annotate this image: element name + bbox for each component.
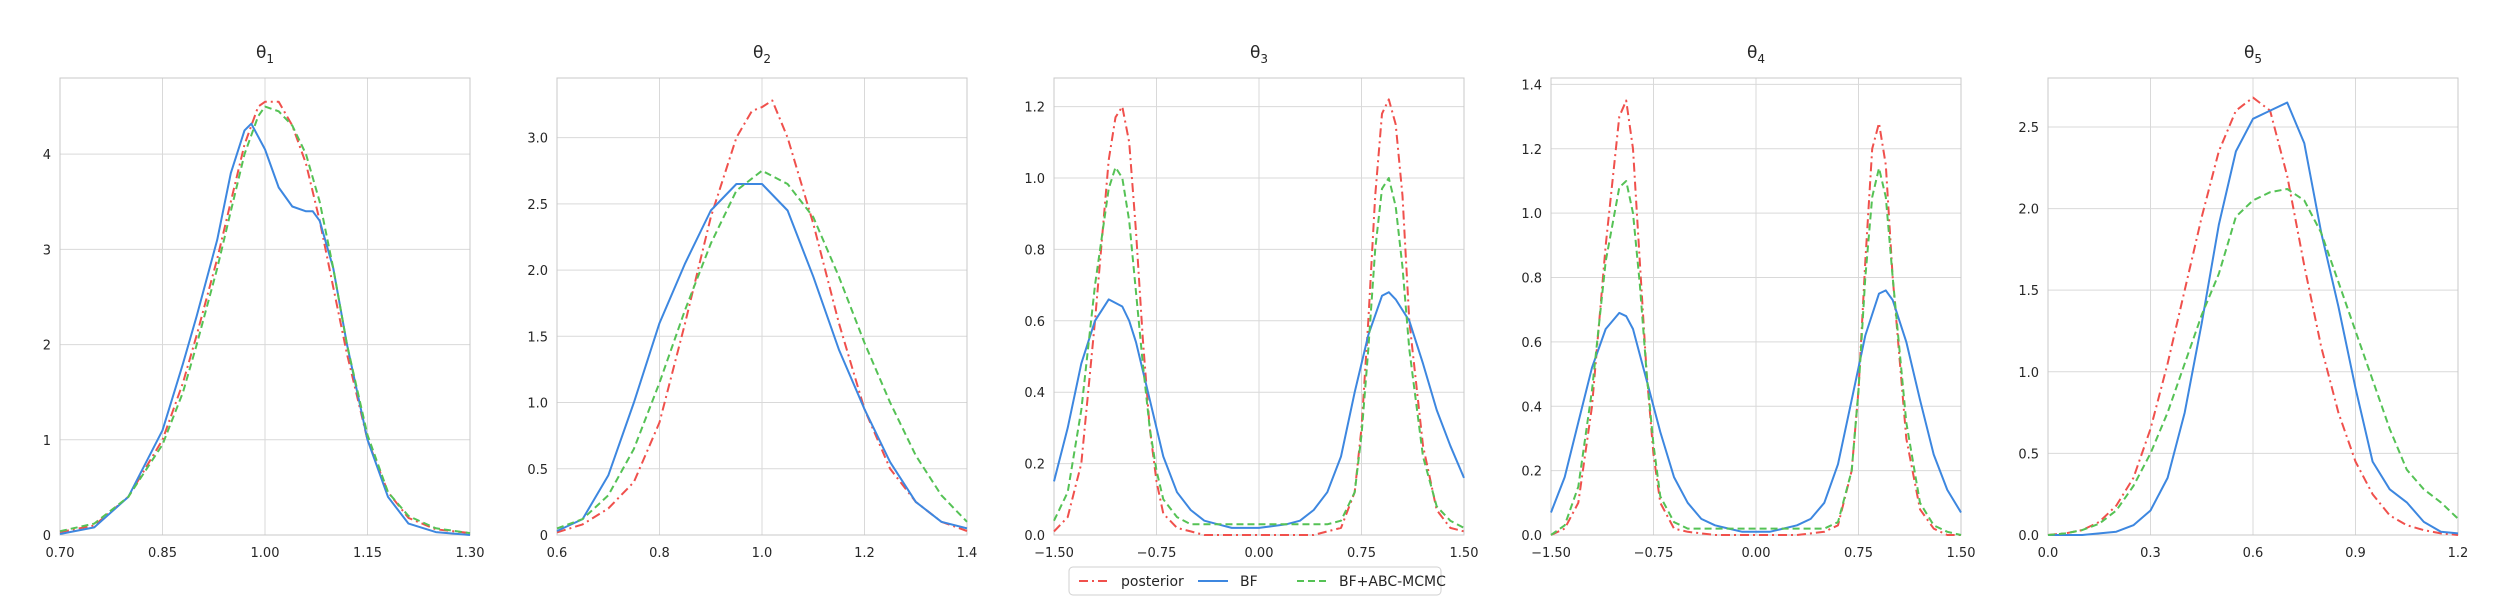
legend-label: BF+ABC-MCMC — [1339, 574, 1446, 590]
y-tick-label: 0.0 — [1521, 529, 1542, 544]
legend: posterior BF BF+ABC-MCMC — [1068, 566, 1446, 596]
y-tick-label: 1.0 — [1024, 172, 1045, 187]
y-tick-label: 0.6 — [1521, 336, 1542, 351]
series-line-bf — [1053, 291, 1465, 529]
y-tick-label: 2.0 — [527, 264, 548, 279]
subplot-title: θ5 — [2244, 43, 2262, 66]
subplot-title: θ3 — [1250, 43, 1268, 66]
y-tick-label: 1.2 — [1521, 143, 1542, 158]
plot-frame — [2047, 77, 2459, 536]
y-tick-label: 0.8 — [1024, 243, 1045, 258]
y-tick-label: 1 — [43, 434, 51, 449]
x-tick-label: −1.50 — [1531, 546, 1571, 561]
series-line-posterior — [556, 99, 968, 534]
x-tick-label: 1.50 — [1450, 546, 1479, 561]
y-tick-label: 0.2 — [1521, 465, 1542, 480]
y-tick-label: 1.0 — [527, 397, 548, 412]
y-tick-label: 0.2 — [1024, 458, 1045, 473]
subplot-title: θ2 — [753, 43, 771, 66]
x-tick-label: 0.85 — [148, 546, 177, 561]
x-tick-label: 0.3 — [2140, 546, 2161, 561]
y-tick-label: 0.4 — [1521, 400, 1542, 415]
y-tick-label: 0.5 — [2018, 447, 2039, 462]
series-line-bf-abc-mcmc — [2047, 188, 2459, 536]
x-tick-label: 0.00 — [1742, 546, 1771, 561]
x-tick-label: 1.0 — [752, 546, 773, 561]
x-tick-label: 0.9 — [2345, 546, 2366, 561]
subplot-theta-4: −1.50 −0.75 0.00 0.75 1.50 0.0 0.2 0.4 0.6 0.8 1.0… — [1521, 43, 1975, 561]
y-tick-label: 0.5 — [527, 463, 548, 478]
x-tick-label: 0.70 — [46, 546, 75, 561]
x-tick-label: −0.75 — [1137, 546, 1177, 561]
y-tick-label: 2.5 — [2018, 121, 2039, 136]
x-tick-label: −0.75 — [1634, 546, 1674, 561]
x-tick-label: 0.8 — [649, 546, 670, 561]
x-tick-label: 0.00 — [1245, 546, 1274, 561]
plot-frame — [1550, 77, 1962, 536]
x-tick-label: −1.50 — [1034, 546, 1074, 561]
y-tick-label: 0.8 — [1521, 272, 1542, 287]
series-line-posterior — [2047, 96, 2459, 536]
y-tick-label: 0 — [43, 529, 51, 544]
x-tick-label: 0.75 — [1844, 546, 1873, 561]
x-tick-label: 0.0 — [2038, 546, 2059, 561]
y-tick-label: 4 — [43, 148, 51, 163]
y-tick-label: 0.4 — [1024, 386, 1045, 401]
y-tick-label: 2.0 — [2018, 203, 2039, 218]
y-tick-label: 0.6 — [1024, 315, 1045, 330]
series-line-bf — [2048, 101, 2459, 536]
series-line-bf — [1550, 289, 1962, 533]
plot-frame — [556, 77, 968, 536]
x-tick-label: 1.50 — [1947, 546, 1976, 561]
subplot-theta-3: −1.50 −0.75 0.00 0.75 1.50 0.0 0.2 0.4 0.6 0.8 1.0… — [1024, 43, 1478, 561]
subplot-theta-1: 0.70 0.85 1.00 1.15 1.30 0 1 2 3 4 θ1 — [43, 43, 485, 561]
x-tick-label: 1.15 — [353, 546, 382, 561]
y-tick-label: 0.0 — [1024, 529, 1045, 544]
x-tick-label: 0.6 — [2243, 546, 2264, 561]
y-tick-label: 3.0 — [527, 132, 548, 147]
y-tick-label: 2 — [43, 339, 51, 354]
y-tick-label: 1.4 — [1521, 78, 1542, 93]
x-tick-label: 0.6 — [547, 546, 568, 561]
x-tick-label: 1.4 — [957, 546, 978, 561]
x-tick-label: 0.75 — [1347, 546, 1376, 561]
series-line-bf-abc-mcmc — [556, 169, 968, 530]
series-line-posterior — [1550, 99, 1961, 536]
series-line-bf — [59, 122, 471, 536]
y-tick-label: 2.5 — [527, 198, 548, 213]
x-tick-label: 1.2 — [854, 546, 875, 561]
x-tick-label: 1.30 — [456, 546, 485, 561]
y-tick-label: 0.0 — [2018, 529, 2039, 544]
series-line-bf-abc-mcmc — [1053, 166, 1465, 529]
series-line-posterior — [1053, 98, 1465, 536]
series-line-bf — [556, 183, 968, 532]
series-line-bf-abc-mcmc — [59, 105, 471, 535]
legend-label: posterior — [1121, 574, 1184, 590]
x-tick-label: 1.2 — [2448, 546, 2469, 561]
subplot-theta-2: 0.6 0.8 1.0 1.2 1.4 0 0.5 1.0 1.5 2.0 2.5 3.0 θ2 — [527, 43, 977, 561]
subplot-title: θ1 — [256, 43, 274, 66]
y-tick-label: 0 — [540, 529, 548, 544]
plot-frame — [1053, 77, 1465, 536]
y-tick-label: 3 — [43, 243, 51, 258]
subplot-title: θ4 — [1747, 43, 1765, 66]
y-tick-label: 1.0 — [2018, 366, 2039, 381]
y-tick-label: 1.5 — [2018, 284, 2039, 299]
subplot-theta-5: 0.0 0.3 0.6 0.9 1.2 0.0 0.5 1.0 1.5 2.0 2.5 θ5 — [2018, 43, 2468, 561]
y-tick-label: 1.0 — [1521, 207, 1542, 222]
y-tick-label: 1.2 — [1024, 101, 1045, 116]
plot-frame — [59, 77, 471, 536]
x-tick-label: 1.00 — [251, 546, 280, 561]
legend-box — [1068, 566, 1442, 596]
y-tick-label: 1.5 — [527, 330, 548, 345]
legend-label: BF — [1240, 574, 1258, 590]
